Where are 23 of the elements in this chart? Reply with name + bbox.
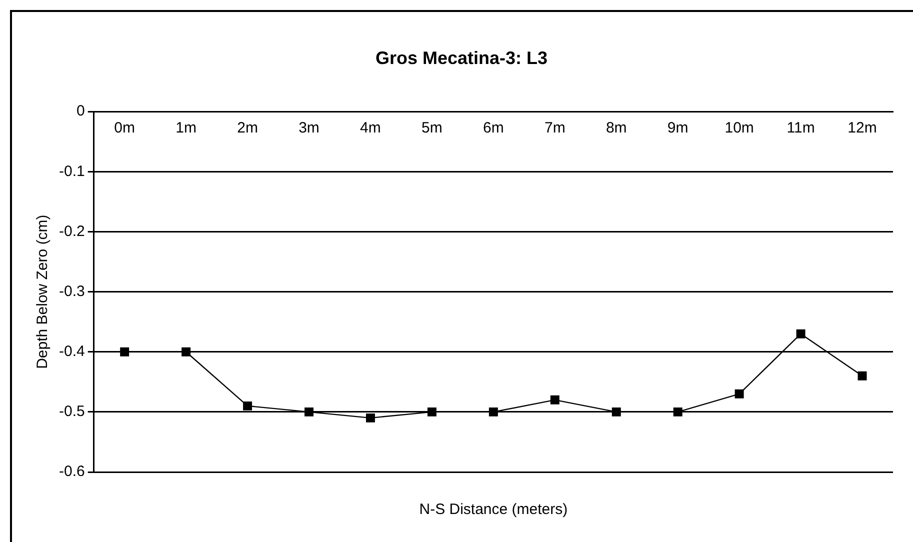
y-axis-title: Depth Below Zero (cm) — [34, 214, 52, 369]
x-tick-label: 9m — [667, 120, 688, 137]
x-tick-label: 12m — [848, 120, 877, 137]
x-axis-title: N-S Distance (meters) — [419, 501, 568, 518]
chart-title: Gros Mecatina-3: L3 — [375, 48, 548, 68]
y-tick-label: -0.3 — [58, 282, 85, 300]
x-tick-label: 0m — [114, 120, 136, 137]
x-tick-label: 11m — [786, 120, 815, 137]
x-tick-label: 8m — [606, 120, 627, 137]
x-tick-label: 6m — [483, 120, 504, 137]
x-tick-label: 1m — [176, 120, 196, 137]
x-tick-label: 3m — [298, 120, 320, 137]
y-tick-label: -0.6 — [58, 463, 85, 480]
y-tick-label: -0.5 — [58, 403, 85, 420]
y-tick-label: -0.2 — [58, 222, 85, 240]
x-tick-label: 10m — [724, 120, 754, 137]
x-tick-label: 7m — [544, 120, 566, 137]
x-tick-label: 2m — [237, 120, 258, 137]
y-tick-label: -0.4 — [58, 343, 85, 360]
y-tick-label: 0 — [76, 102, 85, 120]
x-tick-label: 5m — [422, 120, 442, 137]
y-tick-label: -0.1 — [58, 162, 85, 180]
x-tick-label: 4m — [360, 120, 381, 137]
